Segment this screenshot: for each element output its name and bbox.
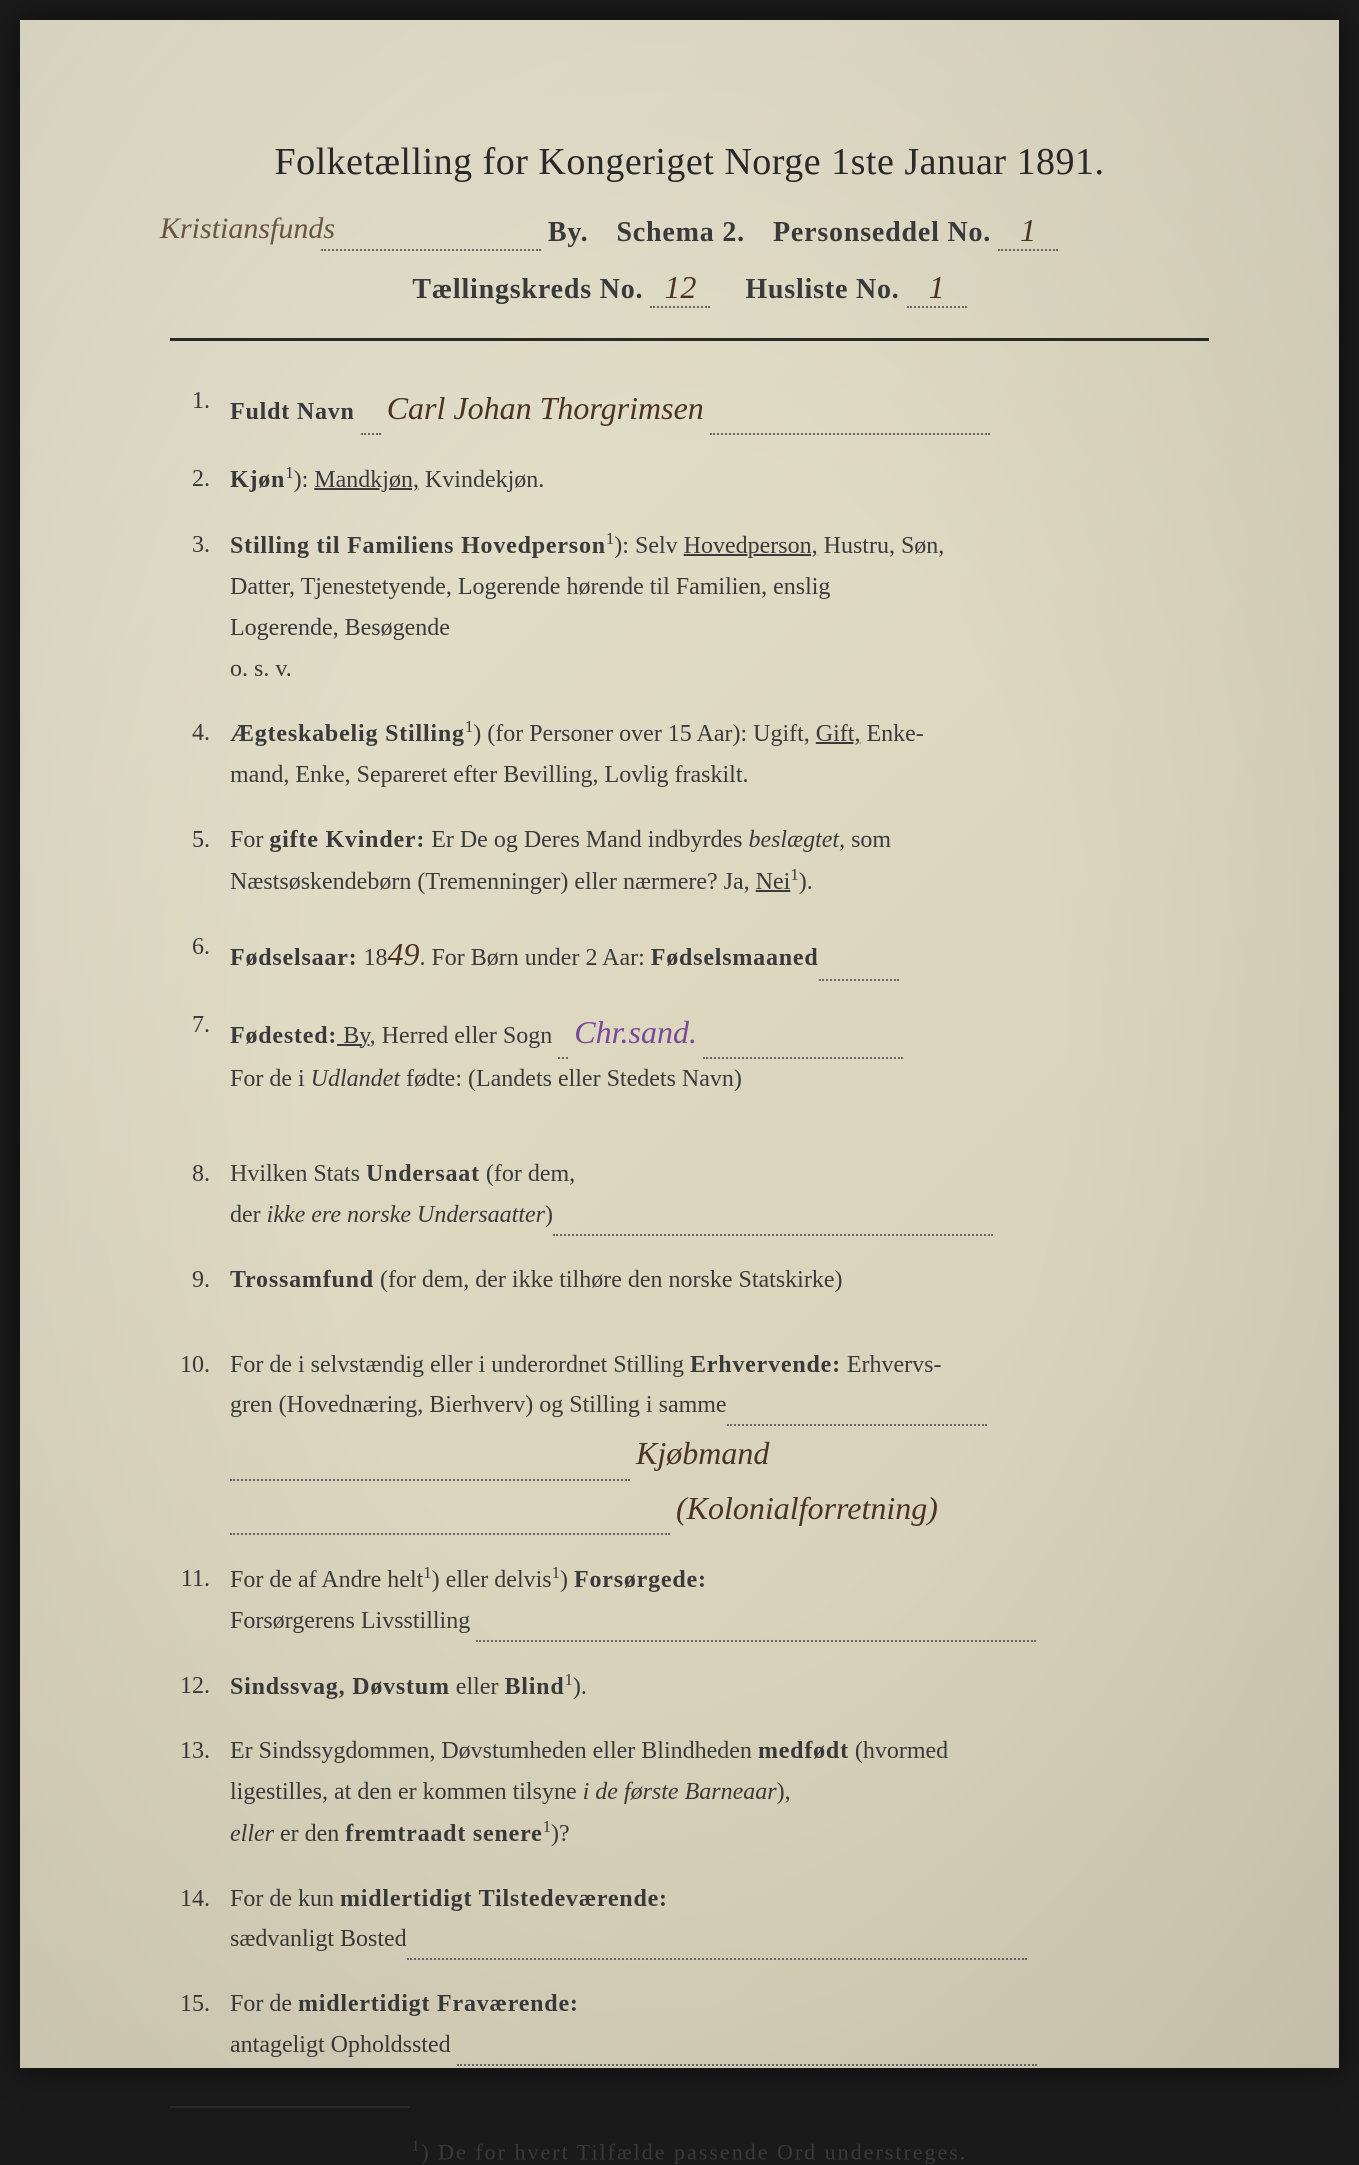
row-num-3: 3. xyxy=(170,525,230,566)
row-7: 7. Fødested: By, Herred eller Sogn Chr.s… xyxy=(170,1005,1209,1100)
r1-label: Fuldt Navn xyxy=(230,399,355,425)
personseddel-label: Personseddel No. xyxy=(773,217,991,248)
row-14: 14. For de kun midlertidigt Tilstedevære… xyxy=(170,1879,1209,1961)
row-13: 13. Er Sindssygdommen, Døvstumheden elle… xyxy=(170,1731,1209,1854)
r3-label: Stilling til Familiens Hovedperson xyxy=(230,533,606,559)
row-12: 12. Sindssvag, Døvstum eller Blind1). xyxy=(170,1666,1209,1708)
footnote: 1) De for hvert Tilfælde passende Ord un… xyxy=(170,2138,1209,2165)
divider-bottom xyxy=(170,2106,410,2108)
row-num-7: 7. xyxy=(170,1005,230,1046)
row-num-11: 11. xyxy=(170,1559,230,1600)
r1-value: Carl Johan Thorgrimsen xyxy=(387,390,704,426)
r2-underlined: Mandkjøn, xyxy=(314,467,419,493)
header-line-1: Kristiansfunds By. Schema 2. Personsedde… xyxy=(170,212,1209,251)
row-5: 5. For gifte Kvinder: Er De og Deres Man… xyxy=(170,820,1209,903)
row-num-6: 6. xyxy=(170,927,230,968)
row-num-10: 10. xyxy=(170,1345,230,1386)
r2-label: Kjøn xyxy=(230,467,285,493)
r4-label: Ægteskabelig Stilling xyxy=(230,721,465,747)
by-label: By. xyxy=(548,217,589,248)
row-num-2: 2. xyxy=(170,459,230,500)
header-line-2: Tællingskreds No. 12 Husliste No. 1 xyxy=(170,269,1209,308)
row-6: 6. Fødselsaar: 1849. For Børn under 2 Aa… xyxy=(170,927,1209,981)
schema-label: Schema 2. xyxy=(616,217,745,248)
row-num-12: 12. xyxy=(170,1666,230,1707)
row-num-8: 8. xyxy=(170,1154,230,1195)
divider-top xyxy=(170,338,1209,341)
row-num-9: 9. xyxy=(170,1260,230,1301)
r6-year: 49 xyxy=(387,936,419,972)
r10-value1: Kjøbmand xyxy=(636,1435,769,1471)
row-num-5: 5. xyxy=(170,820,230,861)
taellingskreds-label: Tællingskreds No. xyxy=(412,274,643,305)
row-15: 15. For de midlertidigt Fraværende: anta… xyxy=(170,1984,1209,2066)
row-num-1: 1. xyxy=(170,381,230,422)
row-8: 8. Hvilken Stats Undersaat (for dem, der… xyxy=(170,1154,1209,1236)
city-handwritten: Kristiansfunds xyxy=(160,212,335,246)
row-2: 2. Kjøn1): Mandkjøn, Kvindekjøn. xyxy=(170,459,1209,501)
row-4: 4. Ægteskabelig Stilling1) (for Personer… xyxy=(170,713,1209,796)
row-num-14: 14. xyxy=(170,1879,230,1920)
page-title: Folketælling for Kongeriget Norge 1ste J… xyxy=(170,140,1209,184)
row-num-15: 15. xyxy=(170,1984,230,2025)
census-form-page: Folketælling for Kongeriget Norge 1ste J… xyxy=(20,20,1339,2068)
row-9: 9. Trossamfund (for dem, der ikke tilhør… xyxy=(170,1260,1209,1301)
r10-value2: (Kolonialforretning) xyxy=(676,1490,938,1526)
row-num-13: 13. xyxy=(170,1731,230,1772)
husliste-value: 1 xyxy=(907,269,967,308)
row-11: 11. For de af Andre helt1) eller delvis1… xyxy=(170,1559,1209,1642)
row-num-4: 4. xyxy=(170,713,230,754)
taellingskreds-value: 12 xyxy=(650,269,710,308)
r7-value: Chr.sand. xyxy=(574,1014,697,1050)
row-10: 10. For de i selvstændig eller i underor… xyxy=(170,1345,1209,1535)
personseddel-value: 1 xyxy=(998,212,1058,251)
husliste-label: Husliste No. xyxy=(745,274,899,305)
row-3: 3. Stilling til Familiens Hovedperson1):… xyxy=(170,525,1209,689)
row-1: 1. Fuldt Navn Carl Johan Thorgrimsen xyxy=(170,381,1209,435)
